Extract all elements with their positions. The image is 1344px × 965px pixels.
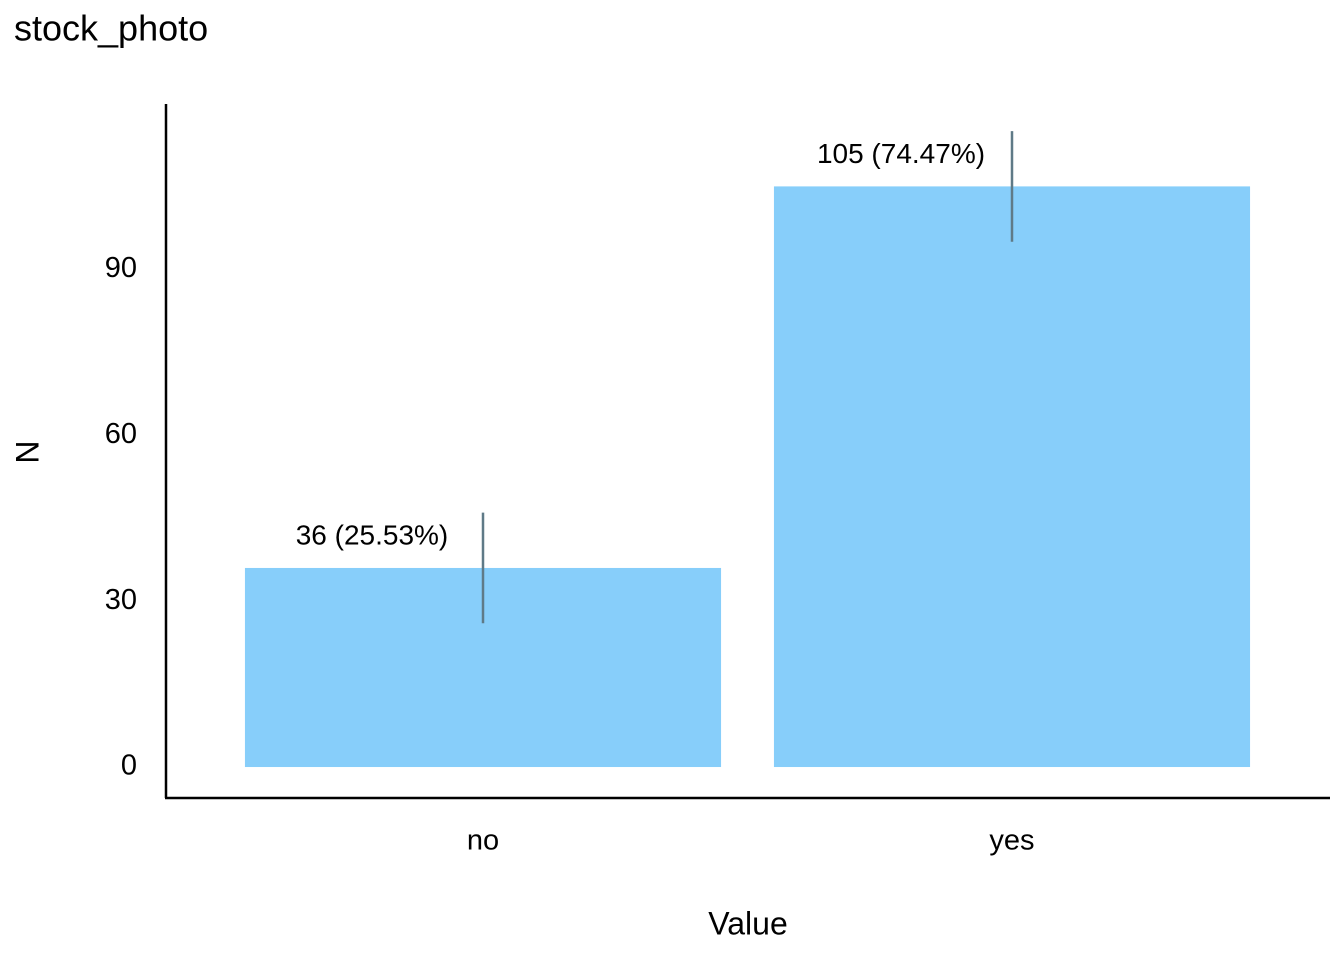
y-axis-label: N (9, 440, 45, 463)
y-tick-label: 30 (105, 584, 137, 616)
y-tick-label: 0 (121, 750, 137, 782)
y-tick-label: 60 (105, 418, 137, 450)
chart-title: stock_photo (14, 8, 208, 49)
x-tick-label: no (467, 825, 499, 857)
y-tick-label: 90 (105, 252, 137, 284)
value-label: 105 (74.47%) (817, 138, 985, 169)
bar (773, 186, 1251, 768)
x-axis-label: Value (708, 905, 787, 941)
x-tick-label: yes (989, 825, 1034, 857)
value-label: 36 (25.53%) (296, 519, 449, 550)
